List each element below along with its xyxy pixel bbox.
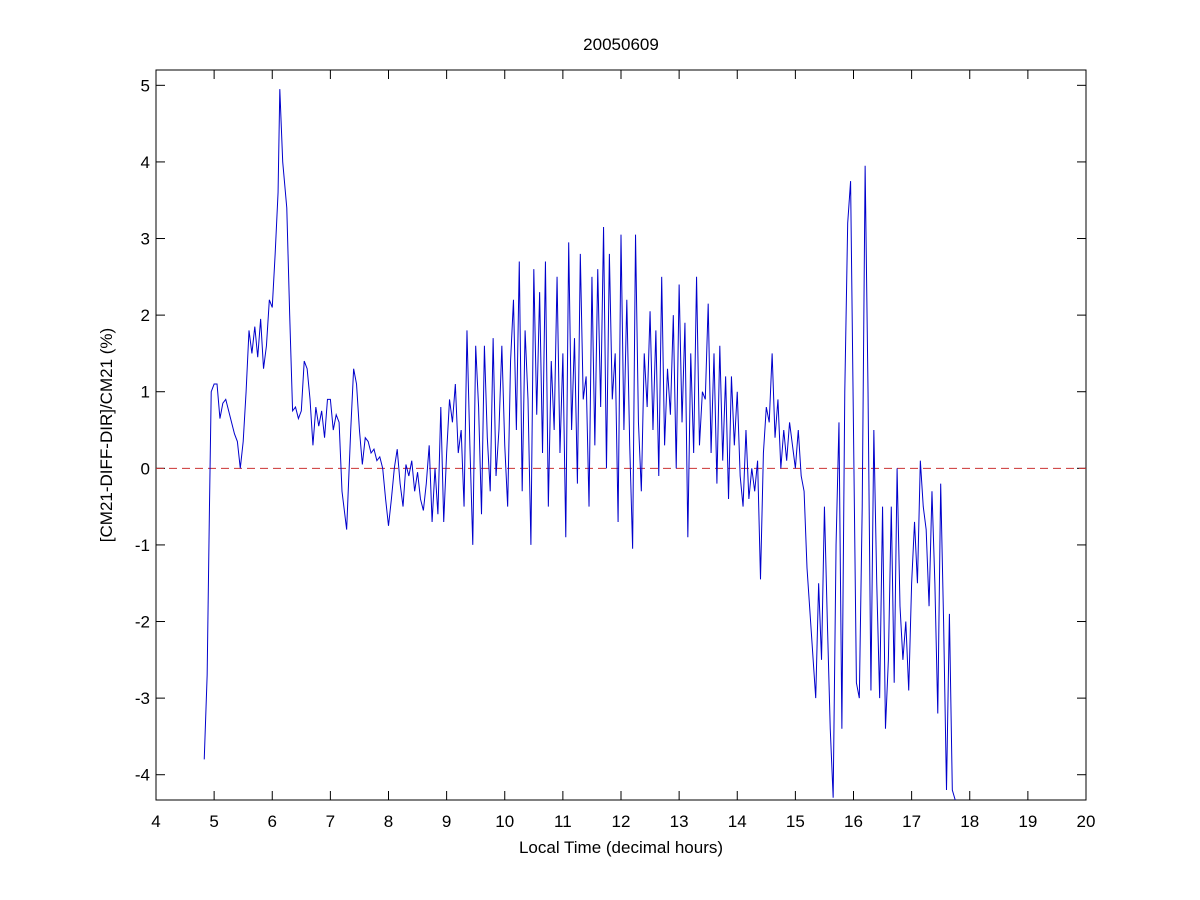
chart-title: 20050609 <box>583 35 659 54</box>
x-tick-label: 15 <box>786 812 805 831</box>
x-tick-label: 4 <box>151 812 160 831</box>
y-tick-label: -1 <box>135 536 150 555</box>
x-tick-label: 19 <box>1018 812 1037 831</box>
x-tick-label: 14 <box>728 812 747 831</box>
x-axis-label: Local Time (decimal hours) <box>519 838 723 857</box>
y-tick-label: 2 <box>141 306 150 325</box>
y-tick-label: 1 <box>141 383 150 402</box>
x-tick-label: 18 <box>960 812 979 831</box>
x-tick-label: 10 <box>495 812 514 831</box>
y-tick-label: -3 <box>135 689 150 708</box>
x-tick-label: 20 <box>1077 812 1096 831</box>
x-tick-label: 6 <box>268 812 277 831</box>
y-tick-label: -4 <box>135 766 150 785</box>
data-line <box>203 89 956 800</box>
x-tick-label: 5 <box>209 812 218 831</box>
y-tick-label: 5 <box>141 76 150 95</box>
x-tick-label: 12 <box>612 812 631 831</box>
y-tick-label: 0 <box>141 459 150 478</box>
x-tick-label: 9 <box>442 812 451 831</box>
x-tick-label: 13 <box>670 812 689 831</box>
y-axis-label: [CM21-DIFF-DIR]/CM21 (%) <box>97 328 116 542</box>
x-tick-label: 17 <box>902 812 921 831</box>
x-tick-label: 11 <box>554 812 572 831</box>
y-tick-label: -2 <box>135 613 150 632</box>
y-tick-label: 4 <box>141 153 150 172</box>
x-tick-label: 8 <box>384 812 393 831</box>
x-tick-label: 16 <box>844 812 863 831</box>
x-tick-label: 7 <box>326 812 335 831</box>
y-tick-label: 3 <box>141 230 150 249</box>
